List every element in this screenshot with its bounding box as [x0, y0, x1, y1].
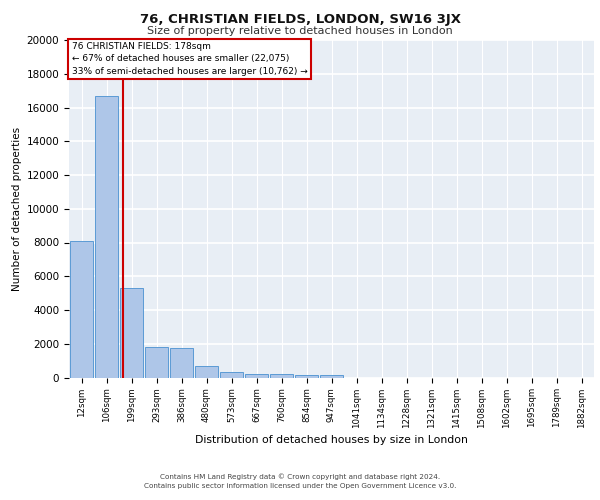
Text: Contains HM Land Registry data © Crown copyright and database right 2024.
Contai: Contains HM Land Registry data © Crown c… — [144, 474, 456, 489]
Bar — [95, 96, 118, 378]
Bar — [320, 376, 343, 378]
Bar — [145, 347, 169, 378]
Bar — [220, 372, 244, 378]
Bar — [245, 374, 268, 378]
Bar — [70, 241, 94, 378]
X-axis label: Distribution of detached houses by size in London: Distribution of detached houses by size … — [195, 434, 468, 444]
Bar — [119, 288, 143, 378]
Y-axis label: Number of detached properties: Number of detached properties — [13, 126, 22, 291]
Text: 76 CHRISTIAN FIELDS: 178sqm
← 67% of detached houses are smaller (22,075)
33% of: 76 CHRISTIAN FIELDS: 178sqm ← 67% of det… — [71, 42, 307, 76]
Bar — [269, 374, 293, 378]
Text: 76, CHRISTIAN FIELDS, LONDON, SW16 3JX: 76, CHRISTIAN FIELDS, LONDON, SW16 3JX — [139, 12, 461, 26]
Bar — [194, 366, 218, 378]
Text: Size of property relative to detached houses in London: Size of property relative to detached ho… — [147, 26, 453, 36]
Bar — [295, 375, 319, 378]
Bar — [170, 348, 193, 378]
